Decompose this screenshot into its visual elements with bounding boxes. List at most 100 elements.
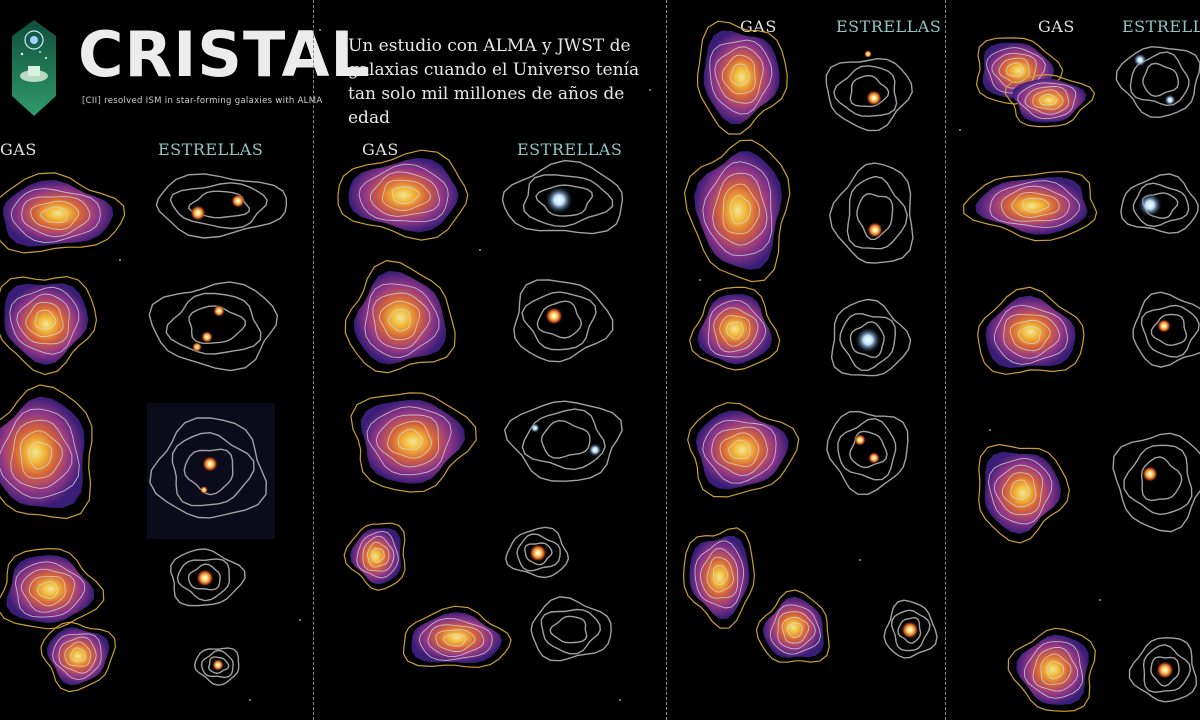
c4-r5-contour-4 bbox=[1046, 660, 1065, 680]
c3-r1-contour-1 bbox=[833, 65, 898, 117]
c1-r4b-contour-outer bbox=[40, 621, 117, 693]
c1-r3-contour-1 bbox=[0, 408, 80, 499]
c1-r4b-contour-1 bbox=[52, 633, 102, 681]
c1-r3-gas-blob bbox=[0, 396, 85, 508]
bg-star-4 bbox=[479, 249, 481, 251]
c1-r3-contour-outer bbox=[0, 384, 93, 520]
c2-r2-contour-4 bbox=[387, 309, 411, 332]
c2-r3-contour-outer bbox=[350, 392, 477, 493]
c4-r1-contour-1 bbox=[1129, 51, 1190, 107]
c2-r4-contour-1 bbox=[516, 533, 561, 572]
c4-r3-contour-1 bbox=[1140, 304, 1200, 358]
c2-r3-contour-4 bbox=[397, 428, 423, 450]
c4-r1-contour-3 bbox=[998, 57, 1030, 84]
c3-r5-contour-1 bbox=[890, 609, 931, 652]
c4-r2-contour-1 bbox=[1132, 182, 1190, 228]
c3-r4-star-knot-1 bbox=[868, 452, 880, 464]
c3-r3-contour-0 bbox=[830, 298, 912, 377]
headline-text: Un estudio con ALMA y JWST de galaxias c… bbox=[348, 36, 640, 128]
c1-r4-contour-4 bbox=[37, 581, 59, 600]
c4-r2-contour-1 bbox=[989, 180, 1081, 229]
c2-r2-gas-blob bbox=[354, 270, 447, 365]
c2-r3-contour-1 bbox=[521, 408, 606, 471]
c4-r5-contour-0 bbox=[1128, 637, 1198, 703]
c2-r3-gas-blob bbox=[360, 399, 465, 484]
c2-r4b-contour-1 bbox=[418, 617, 493, 661]
c4-r1-contour-4 bbox=[1006, 62, 1024, 78]
c2-r4b-contour-3 bbox=[435, 629, 476, 652]
c4-r4-contour-outer bbox=[978, 443, 1070, 544]
c3-r1-gas-blob bbox=[703, 30, 780, 125]
c2-r4b-contour-0 bbox=[530, 596, 612, 662]
c3-r2-contour-3 bbox=[722, 183, 761, 235]
c1-r2-contour-1 bbox=[9, 286, 80, 355]
c3-r5-star-knot-0 bbox=[901, 621, 919, 639]
c3-r5-contour-outer bbox=[682, 527, 756, 629]
c2-r2-contour-outer bbox=[344, 259, 456, 374]
label-stars-col4: ESTRELLAS bbox=[1122, 17, 1200, 36]
bg-star-7 bbox=[299, 619, 301, 621]
c1-r2-contour-2 bbox=[188, 305, 247, 345]
c3-r3-contour-1 bbox=[707, 299, 767, 358]
c3-r2-contour-0 bbox=[828, 162, 914, 264]
c1-r1-contour-1 bbox=[10, 188, 101, 244]
c3-r5-contour-2 bbox=[897, 616, 922, 644]
c2-r1-contour-0 bbox=[501, 159, 624, 235]
c1-r4-contour-2 bbox=[21, 568, 76, 613]
c1-r2-contour-1 bbox=[165, 292, 262, 355]
c4-r1b-contour-2 bbox=[1024, 86, 1070, 115]
c4-r4-contour-1 bbox=[1123, 444, 1193, 516]
bg-star-11 bbox=[249, 699, 251, 701]
c1-r4-contour-0 bbox=[170, 548, 246, 607]
c1-r4b-contour-2 bbox=[58, 636, 97, 674]
c2-r3-star-knot-1 bbox=[588, 443, 602, 457]
c4-r2-contour-outer bbox=[963, 170, 1098, 242]
c4-r3-contour-3 bbox=[1009, 319, 1051, 352]
c1-r4b-gas-blob bbox=[47, 627, 110, 686]
c2-r4b-contour-4 bbox=[443, 633, 467, 647]
label-gas-col3: GAS bbox=[740, 17, 777, 36]
c4-r5-star-knot-0 bbox=[1156, 661, 1174, 679]
c2-r1-contour-1 bbox=[522, 174, 614, 228]
c3-r4-gas-blob bbox=[695, 410, 789, 490]
c4-r1-contour-0 bbox=[1115, 46, 1200, 119]
c4-r2-contour-4 bbox=[1022, 198, 1050, 213]
c3-r3-contour-1 bbox=[839, 312, 897, 372]
c3-r1-contour-3 bbox=[721, 54, 756, 95]
c1-r3-contour-3 bbox=[19, 430, 63, 479]
c3-r3-contour-2 bbox=[713, 307, 759, 353]
c4-r1b-contour-3 bbox=[1032, 89, 1064, 110]
c2-r1-contour-2 bbox=[535, 184, 594, 217]
c4-r1b-contour-1 bbox=[1017, 82, 1077, 120]
c1-r3-contour-1 bbox=[171, 431, 255, 507]
label-stars-col3: ESTRELLAS bbox=[836, 17, 942, 36]
c1-r2-contour-0 bbox=[148, 281, 279, 372]
c3-r5-contour-3 bbox=[706, 556, 735, 593]
c3-r2-contour-2 bbox=[712, 172, 768, 246]
c1-r3-contour-4 bbox=[27, 441, 53, 470]
c4-r3-gas-blob bbox=[985, 295, 1076, 368]
c2-r3-contour-0 bbox=[503, 400, 623, 482]
c3-r2-contour-1 bbox=[846, 175, 908, 250]
c2-r1-gas-blob bbox=[348, 157, 459, 233]
bg-star-6 bbox=[989, 429, 991, 431]
label-gas-col2: GAS bbox=[362, 140, 399, 159]
label-stars-col2: ESTRELLAS bbox=[517, 140, 623, 159]
c3-r5b-contour-4 bbox=[786, 622, 803, 638]
c3-r5-contour-0 bbox=[883, 599, 938, 659]
c1-r4b-contour-1 bbox=[200, 649, 234, 679]
c3-r5-gas-blob bbox=[689, 535, 750, 619]
c3-r1-contour-1 bbox=[709, 39, 773, 115]
c4-r2-contour-0 bbox=[1120, 173, 1199, 234]
cristal-wordmark: CRISTAL bbox=[78, 18, 371, 91]
c2-r4-contour-2 bbox=[362, 535, 395, 572]
c4-r4-gas-blob bbox=[984, 451, 1062, 534]
c3-r1-contour-2 bbox=[714, 46, 764, 104]
c1-r1-contour-3 bbox=[30, 200, 80, 230]
bg-star-10 bbox=[859, 559, 861, 561]
c4-r5-contour-2 bbox=[1150, 656, 1180, 687]
divider-2 bbox=[666, 0, 667, 720]
c3-r3-contour-outer bbox=[689, 286, 781, 371]
